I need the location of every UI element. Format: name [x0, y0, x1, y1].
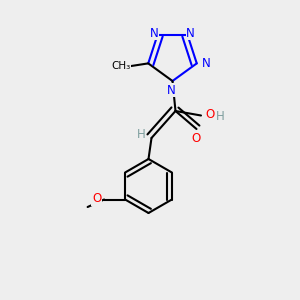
Text: H: H — [136, 128, 146, 142]
Text: N: N — [150, 27, 159, 40]
Text: N: N — [167, 83, 176, 97]
Text: O: O — [92, 192, 101, 205]
Text: N: N — [186, 27, 195, 40]
Text: O: O — [206, 107, 214, 121]
Text: O: O — [192, 131, 201, 145]
Text: N: N — [201, 57, 210, 70]
Text: H: H — [216, 110, 225, 123]
Text: CH₃: CH₃ — [112, 61, 131, 71]
